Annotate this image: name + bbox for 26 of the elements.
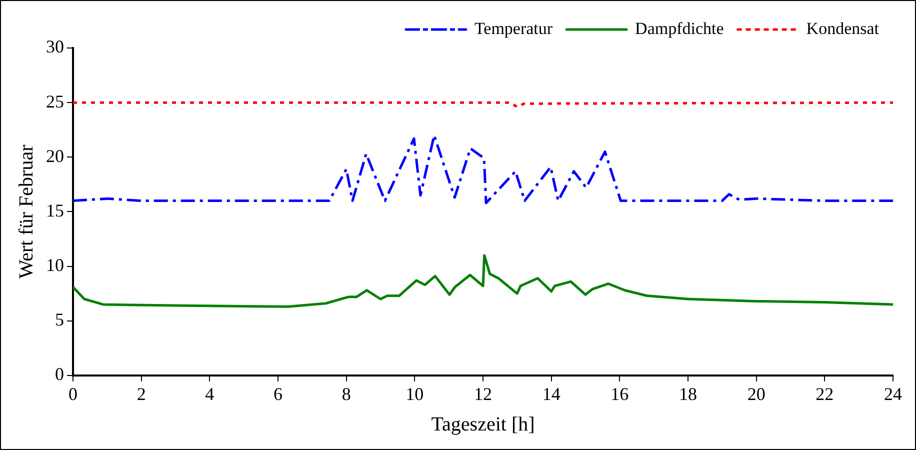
y-tick-label: 15 xyxy=(46,200,64,220)
y-axis-title: Wert für Februar xyxy=(15,144,38,279)
y-tick-label: 30 xyxy=(46,36,64,57)
legend-label: Dampfdichte xyxy=(635,18,724,38)
y-tick-label: 25 xyxy=(46,91,64,112)
y-tick-label: 0 xyxy=(55,364,64,384)
x-tick-label: 22 xyxy=(816,384,834,404)
x-tick-label: 2 xyxy=(136,384,146,404)
y-tick-label: 5 xyxy=(55,310,64,330)
x-tick-label: 20 xyxy=(747,384,766,404)
x-tick-label: 16 xyxy=(610,384,629,404)
line-series xyxy=(73,134,893,204)
y-tick-label: 20 xyxy=(46,146,64,166)
x-axis-title: Tageszeit [h] xyxy=(431,413,535,436)
x-tick-label: 18 xyxy=(679,384,697,404)
x-tick-label: 6 xyxy=(274,384,282,404)
x-tick-label: 14 xyxy=(542,384,560,404)
y-tick-label: 10 xyxy=(46,255,64,275)
legend-label: Kondensat xyxy=(806,18,880,38)
x-tick-label: 4 xyxy=(205,384,214,404)
x-tick-label: 8 xyxy=(342,384,351,404)
legend-label: Temperatur xyxy=(474,18,553,38)
x-tick-label: 0 xyxy=(68,384,78,404)
x-tick-label: 24 xyxy=(884,384,902,404)
x-tick-label: 10 xyxy=(406,384,424,404)
x-tick-label: 12 xyxy=(474,384,492,404)
